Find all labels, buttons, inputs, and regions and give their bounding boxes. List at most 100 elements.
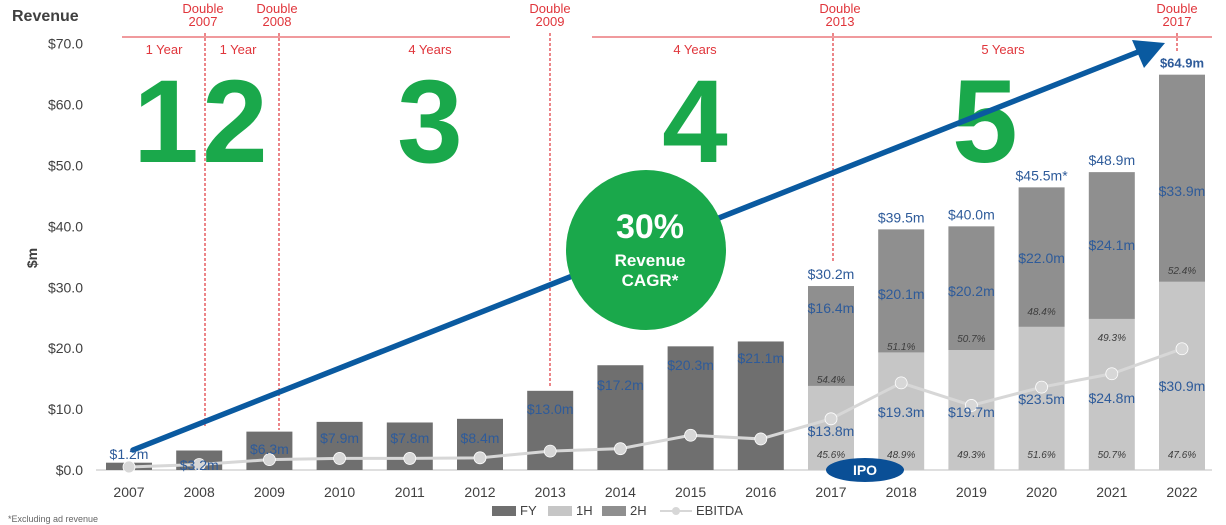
h1-percent-label: 48.9% xyxy=(887,450,915,461)
ebitda-point xyxy=(824,412,838,426)
legend-swatch-2h xyxy=(602,506,626,516)
growth-arrow-head xyxy=(1132,40,1165,68)
x-tick-label: 2017 xyxy=(815,484,846,500)
h2-percent-label: 54.4% xyxy=(817,375,845,386)
h2-value-label: $24.1m xyxy=(1088,237,1135,253)
bar-2h xyxy=(1159,74,1205,282)
y-axis-label: $m xyxy=(24,248,40,268)
ebitda-point xyxy=(473,451,487,465)
bar-2h xyxy=(948,226,995,350)
h2-percent-label: 51.1% xyxy=(887,342,915,353)
period-label: 1 Year xyxy=(220,42,258,57)
h1-percent-label: 49.3% xyxy=(957,450,985,461)
cagr-label-line1: Revenue xyxy=(615,251,686,270)
h2-value-label: $33.9m xyxy=(1159,183,1206,199)
bar-2h xyxy=(808,286,854,386)
period-number: 2 xyxy=(202,56,268,188)
fy-value-label: $1.2m xyxy=(110,446,149,462)
bar-1h xyxy=(1088,318,1135,470)
x-tick-label: 2021 xyxy=(1096,484,1127,500)
ipo-label: IPO xyxy=(853,462,877,478)
h1-value-label: $19.7m xyxy=(948,404,995,420)
ebitda-line xyxy=(128,347,1183,469)
x-tick-label: 2012 xyxy=(464,484,495,500)
bar-1h xyxy=(808,385,854,470)
ebitda-point xyxy=(1105,367,1119,381)
cagr-value: 30% xyxy=(616,208,684,246)
ebitda-point xyxy=(192,458,206,471)
fy-value-label: $17.2m xyxy=(597,377,644,393)
bar-1h xyxy=(1018,326,1065,470)
ebitda-point xyxy=(614,442,627,456)
y-tick-label: $70.0 xyxy=(48,36,83,52)
legend-label-fy: FY xyxy=(520,503,537,518)
h1-value-label: $19.3m xyxy=(878,404,925,420)
double-label-year: 2009 xyxy=(536,14,565,29)
x-tick-label: 2010 xyxy=(324,484,355,500)
ebitda-point xyxy=(403,452,417,465)
ebitda-point xyxy=(543,444,557,458)
ebitda-point xyxy=(1035,380,1048,394)
bar-1h xyxy=(878,352,925,470)
cagr-label-line2: CAGR* xyxy=(622,271,679,290)
double-label-year: 2013 xyxy=(826,14,855,29)
bar-2h xyxy=(878,229,925,353)
bar-fy xyxy=(737,341,784,470)
period-label: 4 Years xyxy=(408,42,452,57)
double-label: Double xyxy=(1156,1,1197,16)
h1-percent-label: 51.6% xyxy=(1027,450,1055,461)
h2-percent-label: 49.3% xyxy=(1098,333,1126,344)
x-tick-label: 2015 xyxy=(675,484,706,500)
fy-value-label: $6.3m xyxy=(250,441,289,457)
footnote: *Excluding ad revenue xyxy=(8,514,99,524)
legend-swatch-1h xyxy=(548,506,572,516)
total-value-label: $30.2m xyxy=(808,266,855,282)
ipo-badge xyxy=(826,458,904,482)
double-label: Double xyxy=(256,1,297,16)
total-value-label: $40.0m xyxy=(948,206,995,222)
h2-percent-label: 48.4% xyxy=(1027,307,1055,318)
double-label: Double xyxy=(819,1,860,16)
y-tick-label: $20.0 xyxy=(48,340,83,356)
bar-2h xyxy=(1018,187,1065,327)
ebitda-point xyxy=(333,452,347,465)
x-tick-label: 2022 xyxy=(1166,484,1197,500)
total-value-label: $39.5m xyxy=(878,209,925,225)
h2-percent-label: 52.4% xyxy=(1168,266,1196,277)
h1-percent-label: 50.7% xyxy=(1098,450,1126,461)
period-label: 5 Years xyxy=(981,42,1025,57)
y-tick-label: $50.0 xyxy=(48,157,83,173)
ebitda-point xyxy=(894,376,908,390)
legend-label-ebitda: EBITDA xyxy=(696,503,743,518)
period-label: 1 Year xyxy=(146,42,184,57)
fy-value-label: $3.2m xyxy=(180,457,219,473)
h2-value-label: $22.0m xyxy=(1018,250,1065,266)
fy-value-label: $21.1m xyxy=(737,350,784,366)
x-tick-label: 2008 xyxy=(184,484,215,500)
h2-value-label: $20.1m xyxy=(878,286,925,302)
total-value-label: $48.9m xyxy=(1088,152,1135,168)
fy-value-label: $8.4m xyxy=(461,430,500,446)
period-label: 4 Years xyxy=(673,42,717,57)
double-label-year: 2008 xyxy=(263,14,292,29)
y-tick-label: $10.0 xyxy=(48,401,83,417)
legend-swatch-fy xyxy=(492,506,516,516)
h1-value-label: $13.8m xyxy=(808,423,855,439)
x-tick-label: 2016 xyxy=(745,484,776,500)
ebitda-point xyxy=(122,460,136,474)
x-tick-label: 2013 xyxy=(535,484,566,500)
y-tick-label: $60.0 xyxy=(48,97,83,113)
h2-value-label: $16.4m xyxy=(808,300,855,316)
h2-value-label: $20.2m xyxy=(948,283,995,299)
fy-value-label: $13.0m xyxy=(527,401,574,417)
x-tick-label: 2019 xyxy=(956,484,987,500)
ebitda-point xyxy=(262,453,276,467)
fy-value-label: $7.8m xyxy=(390,430,429,446)
fy-value-label: $7.9m xyxy=(320,430,359,446)
y-tick-label: $0.0 xyxy=(56,462,83,478)
period-number: 3 xyxy=(397,56,463,188)
x-tick-label: 2014 xyxy=(605,484,636,500)
h1-value-label: $23.5m xyxy=(1018,391,1065,407)
legend-label-1h: 1H xyxy=(576,503,593,518)
